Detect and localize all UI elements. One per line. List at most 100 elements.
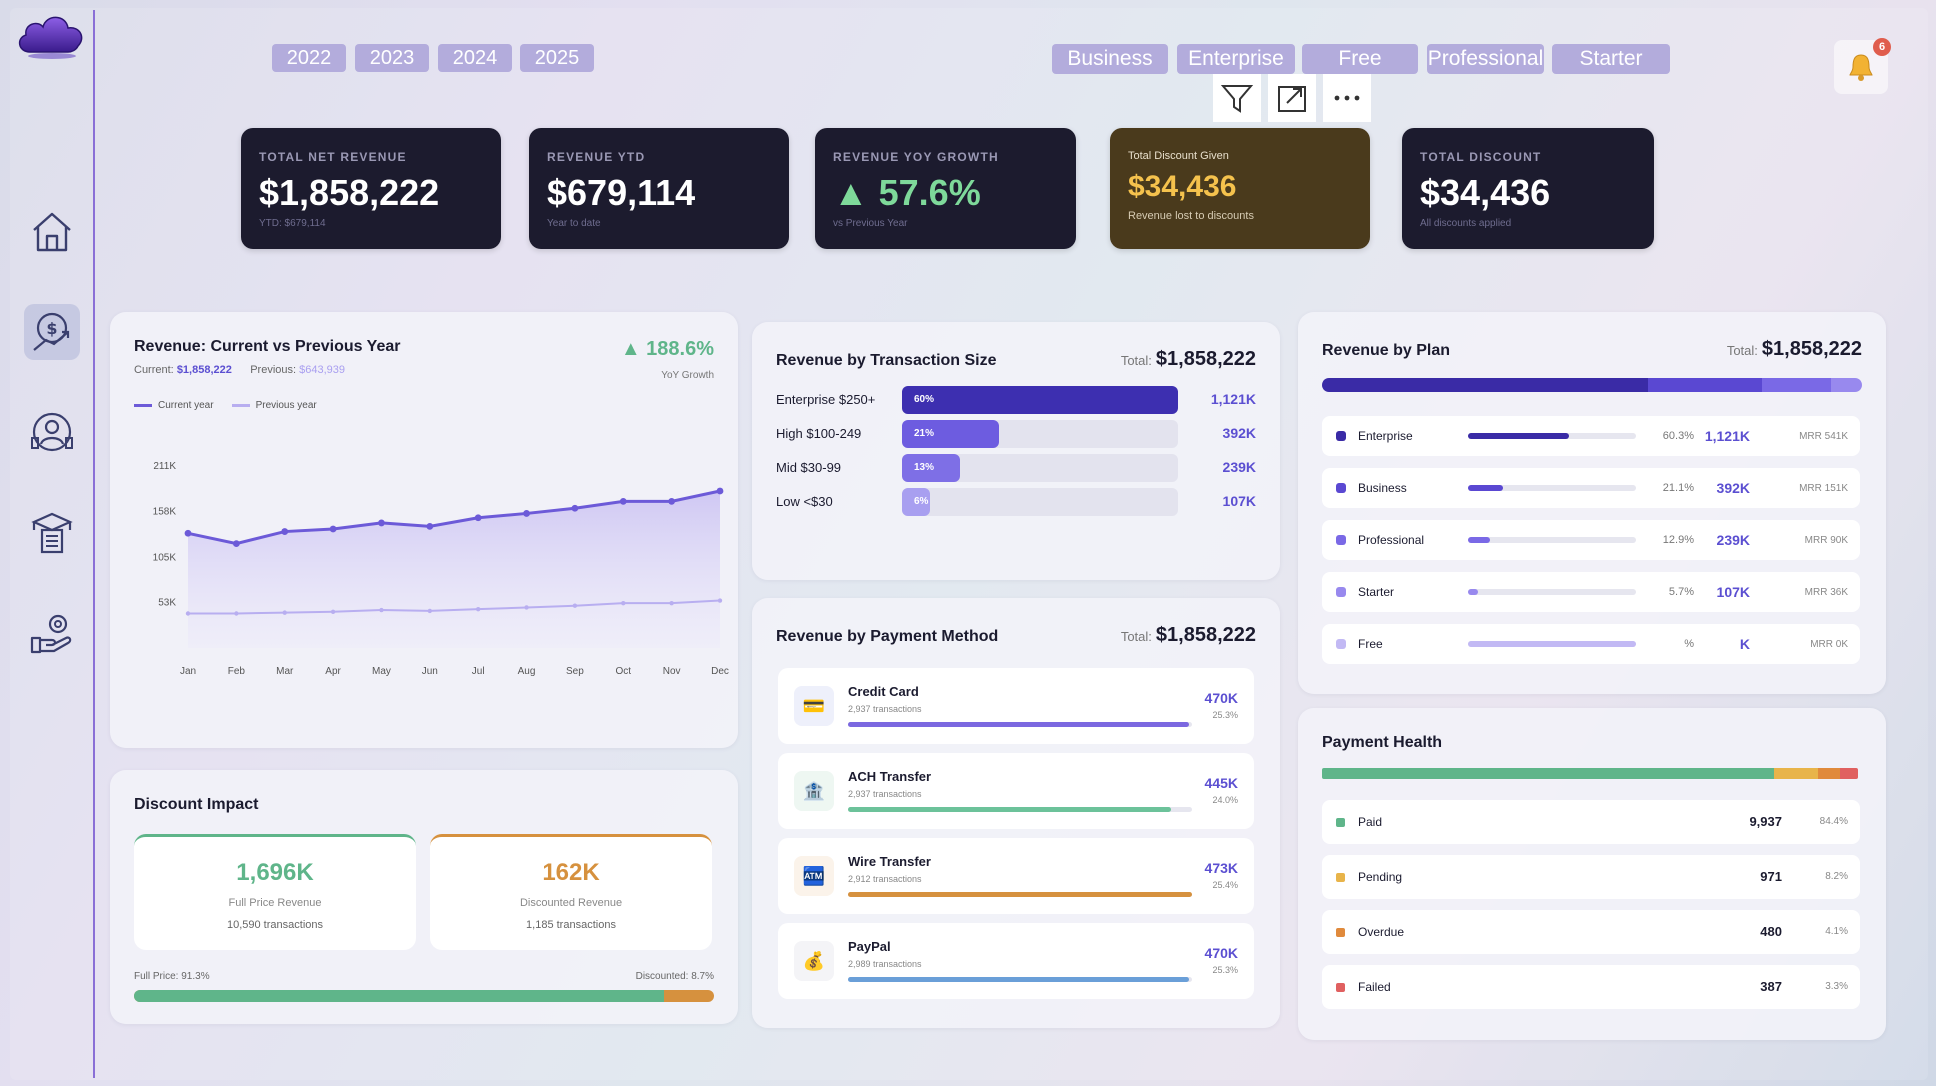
current-year-point[interactable] bbox=[474, 514, 482, 522]
previous-year-point[interactable] bbox=[330, 609, 336, 614]
previous-year-point[interactable] bbox=[282, 610, 287, 615]
year-chip-2022[interactable]: 2022 bbox=[272, 44, 346, 72]
method-transactions: 2,912 transactions bbox=[848, 874, 922, 884]
kpi-value: $34,436 bbox=[1420, 172, 1551, 213]
discounted-transactions: 1,185 transactions bbox=[526, 919, 616, 931]
legend-swatch-previous bbox=[231, 404, 250, 407]
notifications-button[interactable] bbox=[1834, 40, 1888, 94]
bar-fill bbox=[1468, 537, 1490, 543]
y-tick-label: 211K bbox=[153, 461, 176, 472]
previous-year-point[interactable] bbox=[185, 611, 191, 616]
expand-button[interactable] bbox=[1268, 74, 1316, 122]
payment-method-card[interactable]: 🏦 ACH Transfer 2,937 transactions 445K 24.0% bbox=[778, 753, 1254, 829]
plan-percent: % bbox=[1684, 638, 1694, 650]
current-year-point[interactable] bbox=[426, 522, 434, 530]
revenue-by-plan-panel: Revenue by Plan Total: $1,858,222 Enterpr… bbox=[1298, 312, 1886, 694]
nav-home[interactable] bbox=[24, 204, 80, 260]
transaction-size-panel: Revenue by Transaction Size Total: $1,858… bbox=[752, 322, 1280, 580]
plan-row[interactable]: Free% K MRR 0K bbox=[1322, 624, 1860, 664]
x-tick-label: Dec bbox=[711, 666, 729, 677]
plan-chip-starter[interactable]: Starter bbox=[1552, 44, 1670, 74]
current-year-point[interactable] bbox=[184, 529, 192, 537]
plan-chip-business[interactable]: Business bbox=[1052, 44, 1168, 74]
panel-title: Revenue by Transaction Size bbox=[776, 352, 997, 369]
status-count: 9,937 bbox=[1749, 814, 1782, 829]
previous-year-point[interactable] bbox=[524, 605, 529, 610]
panel-title: Payment Health bbox=[1322, 734, 1443, 751]
current-year-point[interactable] bbox=[329, 525, 337, 533]
plan-chip-professional[interactable]: Professional bbox=[1427, 44, 1544, 74]
payment-method-card[interactable]: 💰 PayPal 2,989 transactions 470K 25.3% bbox=[778, 923, 1254, 999]
previous-year-point[interactable] bbox=[669, 600, 674, 606]
transaction-size-row[interactable]: Mid $30-99 13% 239K bbox=[752, 453, 1280, 483]
bar-fill: 21% bbox=[902, 420, 999, 448]
previous-year-point[interactable] bbox=[427, 608, 433, 614]
bar-percent: 60% bbox=[914, 394, 935, 405]
payment-health-stacked-bar bbox=[1322, 768, 1858, 779]
kpi-label: REVENUE YTD bbox=[547, 150, 646, 164]
x-tick-label: Sep bbox=[566, 666, 584, 677]
nav-products[interactable] bbox=[24, 504, 80, 560]
x-tick-label: Mar bbox=[276, 666, 294, 677]
current-year-point[interactable] bbox=[378, 519, 385, 527]
status-count: 480 bbox=[1760, 924, 1782, 939]
plan-row[interactable]: Business 21.1% 392K MRR 151K bbox=[1322, 468, 1860, 508]
x-tick-label: Aug bbox=[518, 666, 536, 677]
bar-track bbox=[1468, 485, 1636, 491]
row-label: High $100-249 bbox=[776, 426, 862, 441]
status-name: Overdue bbox=[1358, 925, 1405, 939]
nav-settings[interactable] bbox=[24, 604, 80, 660]
plan-row[interactable]: Professional 12.9% 239K MRR 90K bbox=[1322, 520, 1860, 560]
previous-year-point[interactable] bbox=[234, 611, 239, 616]
plan-row[interactable]: Starter 5.7% 107K MRR 36K bbox=[1322, 572, 1860, 612]
previous-year-point[interactable] bbox=[621, 600, 626, 606]
cloud-logo-icon[interactable] bbox=[14, 8, 90, 64]
previous-year-point[interactable] bbox=[475, 606, 481, 612]
year-chip-2024[interactable]: 2024 bbox=[438, 44, 512, 72]
bar-fill bbox=[1468, 589, 1478, 595]
transaction-size-row[interactable]: Low <$30 6% 107K bbox=[752, 487, 1280, 517]
current-year-point[interactable] bbox=[619, 497, 627, 505]
more-options-button[interactable] bbox=[1323, 74, 1371, 122]
previous-year-point[interactable] bbox=[717, 598, 723, 603]
current-year-point[interactable] bbox=[716, 487, 724, 495]
y-tick-label: 53K bbox=[158, 597, 176, 608]
payment-health-row[interactable]: Paid 9,937 84.4% bbox=[1322, 800, 1860, 844]
payment-health-row[interactable]: Overdue 480 4.1% bbox=[1322, 910, 1860, 954]
transaction-size-row[interactable]: High $100-249 21% 392K bbox=[752, 419, 1280, 449]
method-amount: 470K bbox=[1204, 690, 1238, 706]
x-tick-label: Nov bbox=[663, 666, 681, 677]
plan-row[interactable]: Enterprise 60.3% 1,121K MRR 541K bbox=[1322, 416, 1860, 456]
payment-health-row[interactable]: Failed 387 3.3% bbox=[1322, 965, 1860, 1009]
plan-chip-free[interactable]: Free bbox=[1302, 44, 1418, 74]
plan-percent: 5.7% bbox=[1668, 586, 1694, 598]
bar-fill bbox=[1468, 641, 1636, 647]
year-chip-2025[interactable]: 2025 bbox=[520, 44, 594, 72]
kpi-revenue-yoy-growth: REVENUE YOY GROWTH ▲ 57.6% vs Previous Y… bbox=[815, 128, 1076, 249]
payment-health-row[interactable]: Pending 971 8.2% bbox=[1322, 855, 1860, 899]
payment-method-card[interactable]: 🏧 Wire Transfer 2,912 transactions 473K 25.4… bbox=[778, 838, 1254, 914]
payment-method-card[interactable]: 💳 Credit Card 2,937 transactions 470K 25.3% bbox=[778, 668, 1254, 744]
method-transactions: 2,937 transactions bbox=[848, 789, 922, 799]
plan-chip-enterprise[interactable]: Enterprise bbox=[1177, 44, 1295, 74]
status-percent: 4.1% bbox=[1825, 926, 1848, 937]
plan-percent: 12.9% bbox=[1662, 534, 1694, 546]
current-year-point[interactable] bbox=[523, 510, 530, 517]
previous-year-point[interactable] bbox=[379, 607, 384, 613]
x-tick-label: Jul bbox=[472, 666, 485, 677]
current-year-point[interactable] bbox=[668, 497, 676, 505]
current-year-point[interactable] bbox=[232, 540, 240, 548]
nav-customers[interactable] bbox=[24, 404, 80, 460]
transaction-size-row[interactable]: Enterprise $250+ 60% 1,121K bbox=[752, 385, 1280, 415]
discounted-pct-label: Discounted: 8.7% bbox=[635, 971, 714, 982]
filter-button[interactable] bbox=[1213, 74, 1261, 122]
current-year-point[interactable] bbox=[571, 504, 579, 512]
total-label: Total: bbox=[1120, 629, 1152, 644]
current-year-point[interactable] bbox=[281, 528, 289, 535]
bar-track bbox=[1468, 433, 1636, 439]
bar-fill bbox=[848, 977, 1189, 982]
year-chip-2023[interactable]: 2023 bbox=[355, 44, 429, 72]
plan-mrr: MRR 90K bbox=[1804, 535, 1848, 546]
previous-year-point[interactable] bbox=[572, 603, 578, 608]
nav-revenue[interactable]: $ bbox=[24, 304, 80, 360]
